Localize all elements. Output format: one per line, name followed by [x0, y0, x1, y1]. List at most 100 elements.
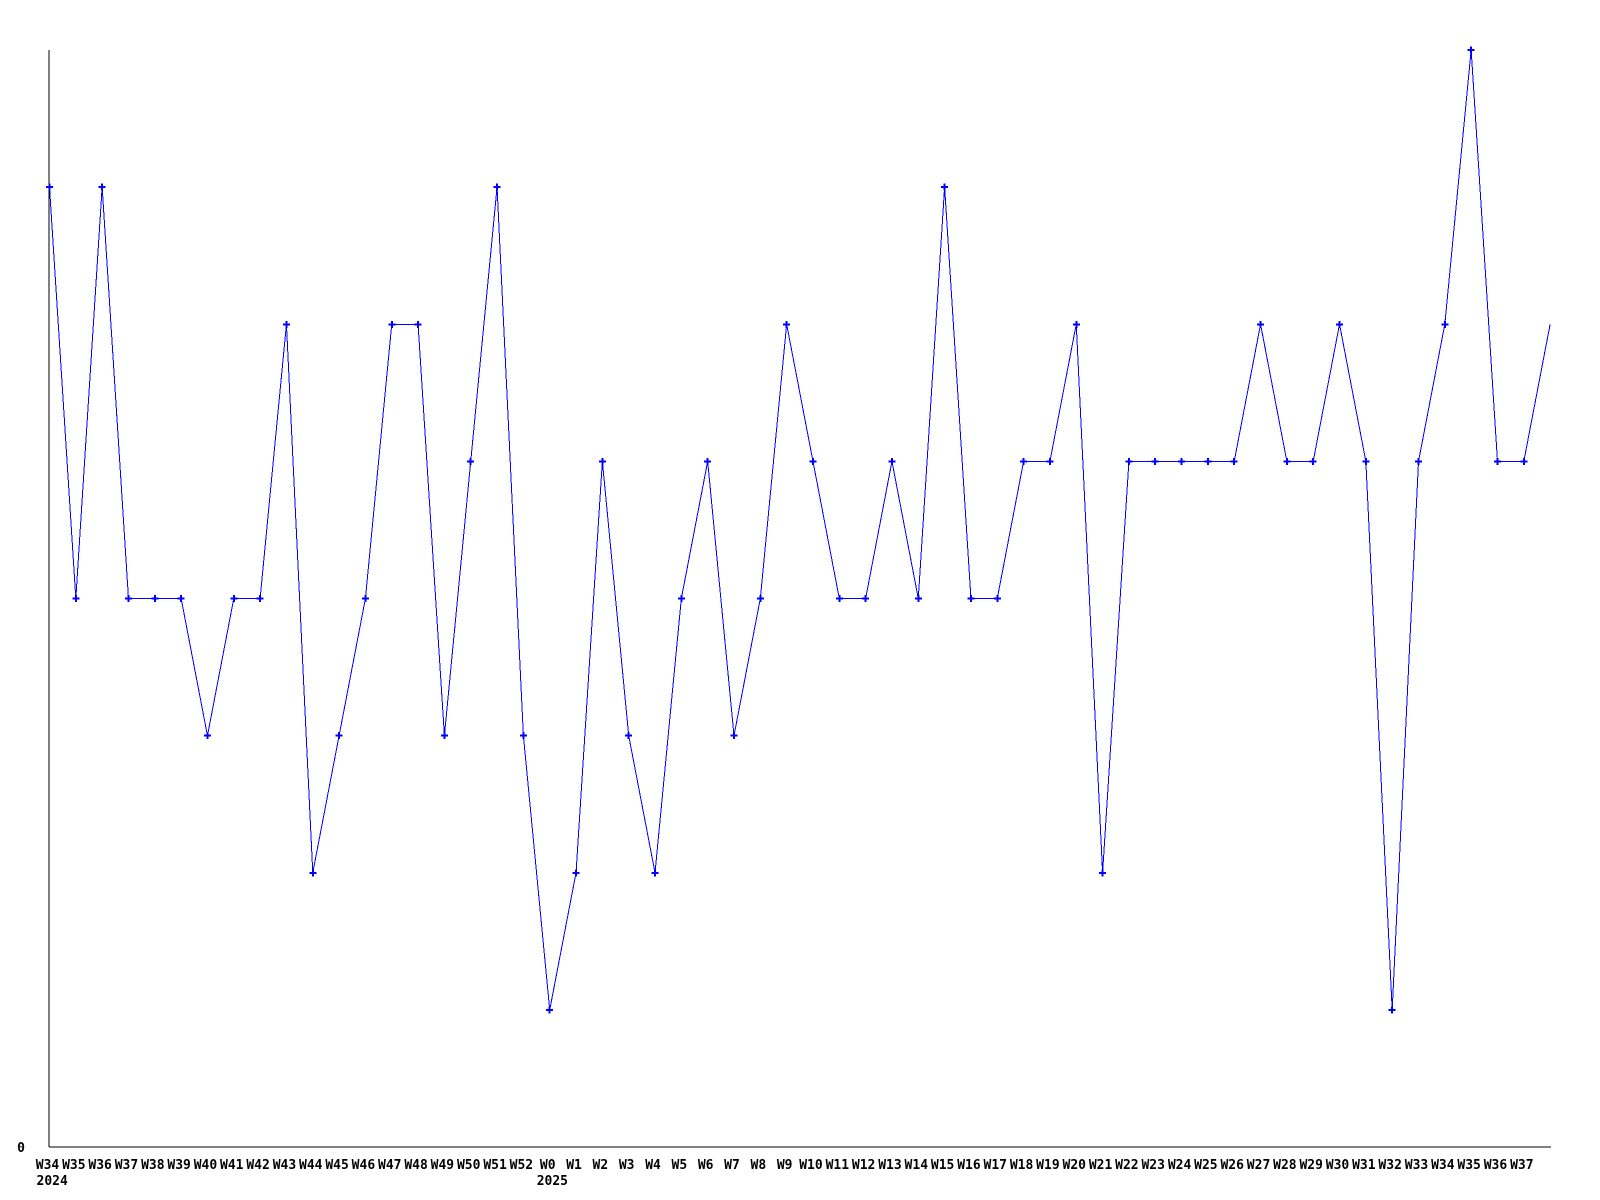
x-tick-label: W42: [246, 1158, 269, 1173]
data-point-marker: [46, 183, 53, 191]
x-tick-label: W21: [1089, 1158, 1113, 1173]
x-tick-label: W7: [724, 1158, 740, 1173]
data-point-marker: [1415, 457, 1422, 465]
data-point-marker: [151, 595, 159, 602]
x-tick-label: W4: [645, 1158, 661, 1173]
data-point-marker: [914, 595, 922, 602]
x-tick-label: W0: [540, 1158, 556, 1173]
x-tick-label: W38: [141, 1158, 165, 1173]
data-point-marker: [1467, 46, 1475, 54]
data-point-marker: [1230, 457, 1238, 465]
x-tick-label: W15: [931, 1158, 954, 1173]
x-tick-label: W40: [194, 1158, 218, 1173]
x-tick-label: W49: [431, 1158, 454, 1173]
data-point-marker: [1336, 320, 1344, 328]
x-tick-label: W12: [852, 1158, 875, 1173]
data-point-marker: [440, 732, 448, 740]
x-tick-label: W33: [1405, 1158, 1428, 1173]
x-tick-label: W34: [36, 1158, 60, 1173]
data-point-marker: [1283, 457, 1291, 465]
data-point-marker: [282, 320, 290, 328]
x-tick-label: W34: [1431, 1158, 1455, 1173]
x-tick-label: W45: [325, 1158, 348, 1173]
data-point-marker: [467, 457, 475, 465]
data-point-marker: [809, 457, 817, 465]
data-point-marker: [1441, 320, 1449, 328]
x-tick-label: W47: [378, 1158, 401, 1173]
x-tick-label: W2: [593, 1158, 609, 1173]
x-tick-label: W3: [619, 1158, 635, 1173]
data-point-marker: [835, 595, 843, 602]
data-point-marker: [177, 595, 185, 602]
x-tick-label: W26: [1220, 1158, 1244, 1173]
x-tick-label: W8: [751, 1158, 767, 1173]
x-tick-label: W41: [220, 1158, 244, 1173]
data-point-marker: [862, 595, 870, 602]
data-point-marker: [124, 595, 132, 602]
data-point-marker: [388, 320, 396, 328]
data-point-marker: [598, 457, 606, 465]
x-tick-label: W35: [62, 1158, 85, 1173]
data-point-marker: [1151, 457, 1159, 465]
x-tick-label: W14: [905, 1158, 929, 1173]
data-point-marker: [625, 732, 633, 740]
data-point-marker: [1125, 457, 1133, 465]
data-point-marker: [1072, 320, 1080, 328]
data-point-marker: [993, 595, 1001, 602]
data-point-marker: [1257, 320, 1265, 328]
x-tick-label: W27: [1247, 1158, 1270, 1173]
x-tick-label: W35: [1457, 1158, 1480, 1173]
data-point-marker: [756, 595, 764, 602]
data-point-marker: [72, 595, 80, 602]
data-point-marker: [1046, 457, 1054, 465]
x-tick-label: W29: [1299, 1158, 1322, 1173]
x-tick-label: W19: [1036, 1158, 1059, 1173]
data-point-marker: [572, 869, 580, 877]
data-point-marker: [414, 320, 422, 328]
x-tick-label: W52: [510, 1158, 533, 1173]
data-point-marker: [967, 595, 975, 602]
data-point-marker: [335, 732, 343, 740]
data-point-marker: [888, 457, 896, 465]
x-tick-label: W46: [352, 1158, 376, 1173]
x-tick-label: W43: [273, 1158, 296, 1173]
x-tick-label: W39: [167, 1158, 190, 1173]
data-point-marker: [1020, 457, 1028, 465]
data-point-marker: [546, 1006, 554, 1014]
x-tick-label: W51: [483, 1158, 507, 1173]
data-point-marker: [1309, 457, 1317, 465]
x-tick-label: W25: [1194, 1158, 1217, 1173]
x-tick-label: W24: [1168, 1158, 1192, 1173]
series-line: [49, 49, 1551, 1010]
x-tick-label: W18: [1010, 1158, 1034, 1173]
data-point-marker: [1493, 457, 1501, 465]
x-tick-label: W9: [777, 1158, 793, 1173]
x-tick-label: W16: [957, 1158, 981, 1173]
data-point-marker: [651, 869, 659, 877]
x-tick-label: W36: [88, 1158, 112, 1173]
data-point-marker: [1204, 457, 1212, 465]
x-tick-label: W1: [566, 1158, 582, 1173]
x-tick-label: W13: [878, 1158, 901, 1173]
x-tick-label: W37: [1510, 1158, 1533, 1173]
data-point-marker: [1520, 457, 1528, 465]
x-tick-label: W6: [698, 1158, 714, 1173]
data-point-marker: [256, 595, 264, 602]
x-tick-label: W22: [1115, 1158, 1138, 1173]
data-point-marker: [677, 595, 685, 602]
x-tick-label: W31: [1352, 1158, 1376, 1173]
data-point-marker: [704, 457, 712, 465]
data-point-marker: [309, 869, 317, 877]
data-point-marker: [783, 320, 791, 328]
data-point-marker: [1099, 869, 1107, 877]
x-tick-label: W37: [115, 1158, 138, 1173]
x-tick-label: W23: [1141, 1158, 1164, 1173]
y-axis-zero-label: 0: [17, 1141, 25, 1156]
x-tick-label: W50: [457, 1158, 481, 1173]
data-point-marker: [493, 183, 501, 191]
data-point-marker: [361, 595, 369, 602]
x-tick-label: W44: [299, 1158, 323, 1173]
data-point-marker: [1178, 457, 1186, 465]
